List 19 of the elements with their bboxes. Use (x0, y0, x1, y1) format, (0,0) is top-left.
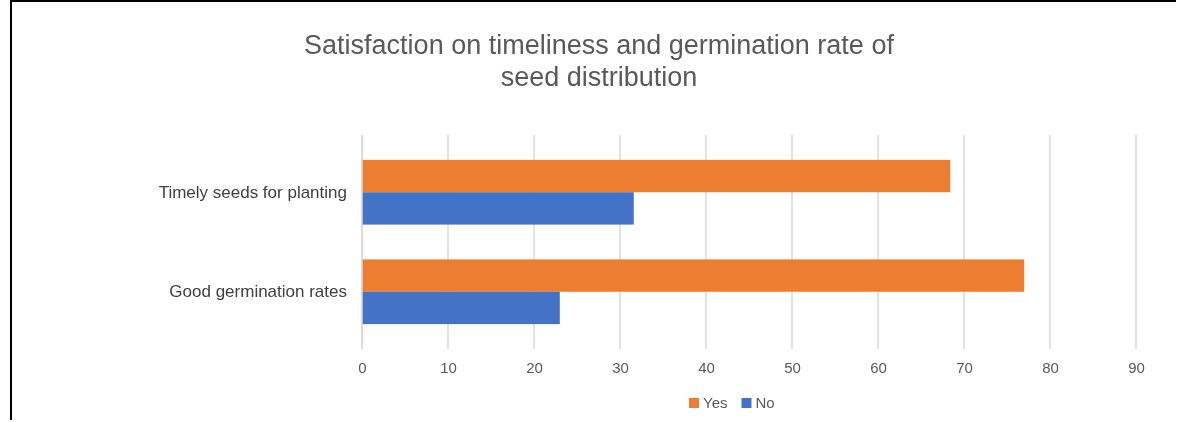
bar (362, 291, 560, 325)
x-tick-label: 40 (698, 358, 715, 376)
y-tick-label: Good germination rates (169, 282, 347, 302)
x-tick-label: 90 (1128, 358, 1145, 376)
x-tick-label: 10 (440, 358, 457, 376)
x-tick-label: 0 (358, 358, 367, 376)
x-tick-label: 80 (1042, 358, 1059, 376)
bar (362, 159, 951, 193)
chart-title: Satisfaction on timeliness and germination rate of seed distribution (304, 30, 895, 92)
x-tick-label: 50 (784, 358, 801, 376)
legend-label: No (755, 394, 775, 411)
x-tick-label: 70 (956, 358, 973, 376)
bar (362, 259, 1025, 292)
x-tick-label: 60 (870, 358, 887, 376)
x-tick-label: 30 (612, 358, 629, 376)
y-tick-label: Timely seeds for planting (158, 182, 347, 202)
x-tick-label: 20 (526, 358, 543, 376)
legend-label: Yes (703, 394, 728, 411)
bar (362, 192, 634, 225)
